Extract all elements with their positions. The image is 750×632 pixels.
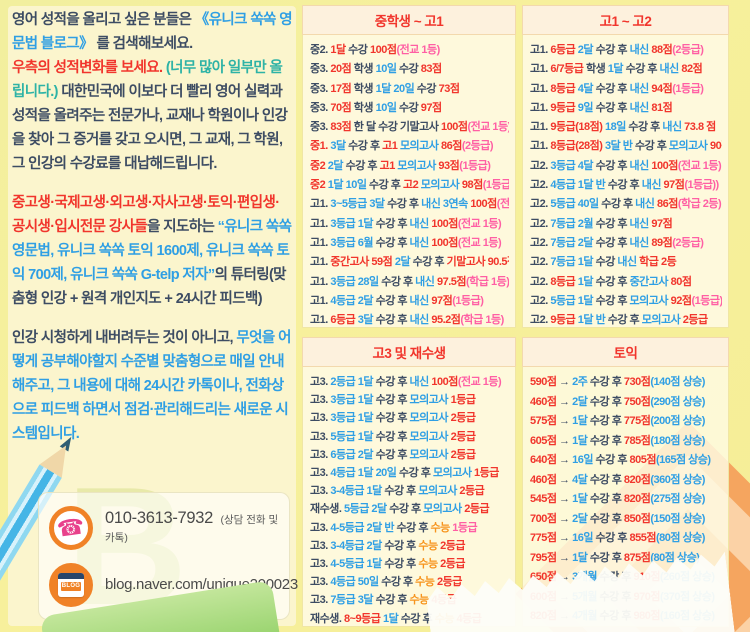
score-row: 고3. 3등급 1달 수강 후 모의고사 2등급	[310, 412, 476, 425]
panel-g1-g2: 고1 ~ 고2 고1. 6등급 2달 수강 후 내신 88점(2등급) 고1. 6…	[522, 5, 729, 328]
score-row: 고3. 5등급 1달 수강 후 모의고사 2등급	[310, 430, 476, 443]
score-row: 고1. 9등급 9일 수강 후 내신 81점	[530, 101, 673, 114]
phone-number: 010-3613-7932	[105, 509, 214, 527]
score-row: 고1. 4등급 2달 수강 후 내신 97점(1등급)	[310, 294, 484, 307]
score-row: 고2. 4등급 1달 반 수강 후 내신 97점(1등급))	[530, 179, 719, 192]
section-title: 고3 및 재수생	[302, 337, 516, 367]
score-row: 고1. 중간고사 59점 2달 수강 후 기말고사 90.5점	[310, 256, 509, 269]
score-list: 중2. 1달 수강 100점(전교 1등) 중3. 20점 학생 10일 수강 8…	[302, 35, 516, 328]
score-row: 고2. 9등급 1달 반 수강 후 모의고사 2등급	[530, 314, 708, 327]
score-row: 고2. 7등급 1달 수강 내신 학급 2등	[530, 256, 677, 269]
score-row: 고3. 4-5등급 1달 수강 후 수능 2등급	[310, 558, 465, 571]
score-row: 고2. 7등급 2월 수강 후 내신 97점	[530, 217, 673, 230]
score-row: 고1. 3등급 1달 수강 후 내신 100점(전교 1등)	[310, 217, 502, 230]
score-row: 고1. 6/7등급 학생 1달 수강 후 내신 82점	[530, 63, 703, 76]
score-row: 재수생. 5등급 2달 수강 후 모의고사 2등급	[310, 503, 490, 516]
intro-paragraph: 영어 성적을 올리고 싶은 분들은 《유니크 쏙쏙 영문법 블로그》 를 검색해…	[12, 12, 293, 172]
phone-note: (상담 전화 및 카톡)	[105, 514, 279, 544]
score-row: 중2 1달 10일 수강 후 고2 모의고사 98점(1등급)	[310, 179, 509, 192]
score-row: 고3. 4등급 50일 수강 후 수능 2등급	[310, 576, 462, 589]
score-row: 460점 → 4달 수강 후 820점(360점 상승)	[530, 473, 705, 486]
score-row: 고1. 8등급(28점) 3달 반 수강 후 모의고사 90점(1등급)	[530, 140, 722, 153]
score-row: 775점 → 16일 수강 후 855점(80점 상승)	[530, 532, 705, 544]
intro-copy: 영어 성적을 올리고 싶은 분들은 《유니크 쏙쏙 영문법 블로그》 를 검색해…	[12, 8, 293, 461]
tutoring-paragraph: 중고생·국제고생·외고생·자사고생·토익·편입생·공시생·입시전문 강사들을 지…	[12, 195, 292, 307]
score-row: 중3. 17점 학생 1달 20일 수강 73점	[310, 82, 460, 95]
score-row: 중2. 1달 수강 100점(전교 1등)	[310, 44, 440, 56]
score-row: 고2. 5등급 40일 수강 후 내신 86점(학급 2등)	[530, 198, 722, 211]
score-row: 고1. 3~5등급 3달 수강 후 내신 3연속 100점(전교 1등)	[310, 198, 509, 211]
blog-calendar-icon: BLOG	[49, 562, 93, 607]
score-row: 575점 → 1달 수강 후 775점(200점 상승)	[530, 415, 705, 427]
score-row: 고2. 3등급 4달 수강 후 내신 100점(전교 1등)	[530, 159, 722, 172]
score-row: 고1. 3등급 28일 수강 후 내신 97.5점(학급 1등)	[310, 275, 509, 288]
blog-badge: BLOG	[61, 581, 81, 591]
score-row: 고3. 2등급 1달 수강 후 내신 100점(전교 1등)	[310, 376, 502, 388]
score-row: 고3. 4-5등급 2달 반 수강 후 수능 1등급	[310, 521, 478, 534]
score-list: 고1. 6등급 2달 수강 후 내신 88점(2등급) 고1. 6/7등급 학생 …	[522, 35, 729, 328]
score-row: 545점 → 1달 수강 후 820점(275점 상승)	[530, 493, 705, 505]
score-row: 고3. 6등급 2달 수강 후 모의고사 2등급	[310, 448, 476, 461]
score-row: 고3. 3-4등급 1달 수강 후 모의고사 2등급	[310, 485, 485, 498]
section-title: 중학생 ~ 고1	[302, 5, 516, 35]
score-row: 고1. 6등급 3달 수강 후 내신 95.2점(학급 1등)	[310, 314, 504, 327]
section-title: 고1 ~ 고2	[522, 5, 729, 35]
score-row: 고3. 3-4등급 2달 수강 후 수능 2등급	[310, 539, 465, 552]
score-row: 고1. 9등급(18점) 18일 수강 후 내신 73.8 점	[530, 121, 716, 134]
score-row: 고2. 5등급 1달 수강 후 모의고사 92점(1등급)	[530, 294, 722, 307]
score-row: 고2. 8등급 1달 수강 후 중간고사 80점	[530, 275, 692, 288]
phone-row: ☎ 010-3613-7932 (상담 전화 및 카톡)	[49, 505, 279, 550]
score-row: 고3. 4등급 1달 20일 수강 후 모의고사 1등급	[310, 467, 499, 480]
score-row: 중1. 3달 수강 후 고1 모의고사 86점(2등급)	[310, 140, 494, 153]
score-row: 590점 → 2주 수강 후 730점(140점 상승)	[530, 376, 705, 388]
score-row: 700점 → 2달 수강 후 850점(150점 상승)	[530, 512, 705, 525]
score-row: 605점 → 1달 수강 후 785점(180점 상승)	[530, 434, 705, 447]
panel-middleschool-g1: 중학생 ~ 고1 중2. 1달 수강 100점(전교 1등) 중3. 20점 학생…	[302, 5, 516, 328]
score-row: 795점 → 1달 수강 후 875점(80점 상승)	[530, 551, 700, 564]
score-row: 고3. 3등급 1달 수강 후 모의고사 1등급	[310, 394, 476, 407]
score-row: 고1. 6등급 2달 수강 후 내신 88점(2등급)	[530, 44, 704, 56]
score-row: 중3. 20점 학생 10일 수강 83점	[310, 63, 442, 76]
score-row: 460점 → 2달 수강 후 750점(290점 상승)	[530, 395, 705, 408]
system-paragraph: 인강 시청하게 내버려두는 것이 아니고, 무엇을 어떻게 공부해야할지 수준별…	[12, 330, 291, 442]
score-row: 고2. 7등급 2달 수강 후 내신 89점(2등급)	[530, 236, 704, 249]
score-row: 고1. 8등급 4달 수강 후 내신 94점(1등급)	[530, 82, 704, 95]
score-row: 중3. 83점 한 달 수강 기말고사 100점(전교 1등)	[310, 121, 509, 134]
score-row: 640점 → 16일 수강 후 805점(165점 상승)	[530, 454, 711, 466]
section-title: 토익	[522, 337, 729, 367]
score-row: 중3. 70점 학생 10일 수강 97점	[310, 101, 442, 114]
score-row: 고1. 3등급 6월 수강 후 내신 100점(전교 1등)	[310, 236, 502, 249]
phone-icon: ☎	[49, 505, 93, 550]
score-row: 중2 2달 수강 후 고1 모의고사 93점(1등급)	[310, 159, 491, 172]
